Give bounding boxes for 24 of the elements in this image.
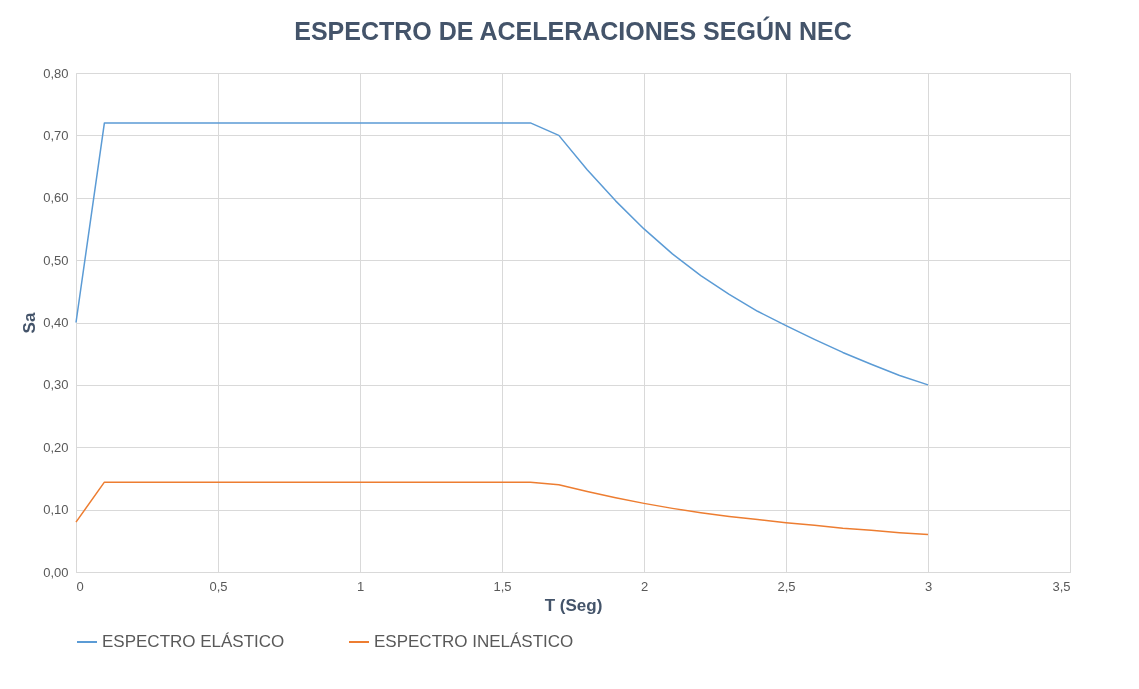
legend-label: ESPECTRO ELÁSTICO	[102, 632, 285, 651]
line-series	[75, 122, 929, 386]
x-tick-label: 2,5	[777, 578, 796, 594]
y-tick-label: 0,60	[43, 190, 69, 206]
x-tick-label: 3	[924, 578, 933, 594]
y-tick-label: 0,00	[43, 564, 69, 580]
y-tick-label: 0,30	[43, 377, 69, 393]
line-series	[75, 481, 929, 536]
y-tick-label: 0,50	[43, 252, 69, 268]
y-tick-label: 0,10	[43, 502, 69, 518]
chart-title: ESPECTRO DE ACELERACIONES SEGÚN NEC	[294, 16, 852, 45]
y-tick-label: 0,70	[43, 127, 69, 143]
x-tick-label: 3,5	[1052, 578, 1071, 594]
y-axis-title: Sa	[20, 312, 40, 334]
x-tick-label: 2	[640, 578, 649, 594]
legend-label: ESPECTRO INELÁSTICO	[374, 632, 574, 651]
y-tick-label: 0,20	[43, 439, 69, 455]
x-tick-label: 0	[76, 578, 84, 594]
x-tick-label: 1	[356, 578, 365, 594]
x-tick-label: 0,5	[209, 578, 228, 594]
x-tick-label: 1,5	[493, 578, 512, 594]
y-tick-label: 0,40	[43, 315, 69, 330]
y-tick-label: 0,80	[43, 65, 69, 81]
x-axis-title: T (Seg)	[544, 595, 603, 615]
